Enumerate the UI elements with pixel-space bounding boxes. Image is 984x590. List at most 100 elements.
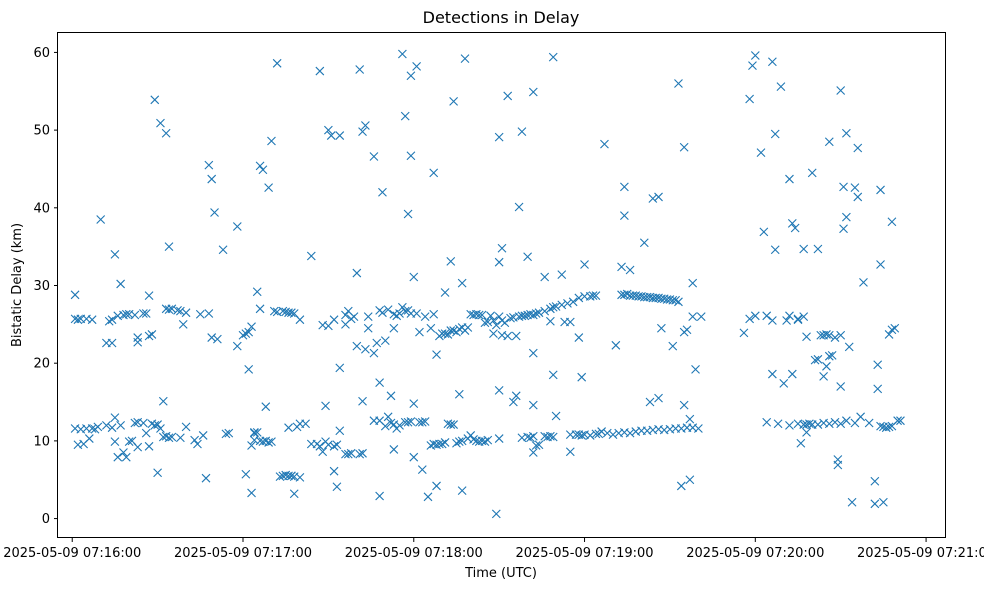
detection-point	[859, 278, 868, 287]
detection-point	[286, 471, 296, 481]
detection-point	[113, 452, 123, 462]
detection-point	[138, 309, 148, 318]
detection-point	[400, 306, 410, 316]
detection-point	[144, 291, 154, 300]
detection-point	[585, 431, 595, 440]
detection-point	[545, 316, 555, 326]
detection-point	[232, 341, 242, 351]
detection-point	[110, 250, 120, 259]
detection-point	[489, 329, 498, 339]
x-tick-label: 2025-05-09 07:17:00	[174, 546, 312, 561]
detection-point	[822, 330, 831, 339]
chart-title: Detections in Delay	[423, 8, 580, 27]
detection-point	[144, 441, 154, 451]
detection-point	[654, 393, 663, 403]
detection-point	[611, 340, 621, 350]
detection-point	[87, 424, 97, 433]
detection-point	[782, 316, 792, 325]
detection-point	[295, 473, 305, 482]
detection-point	[668, 341, 678, 351]
detection-point	[286, 308, 296, 318]
detection-point	[363, 323, 373, 333]
detection-point	[608, 430, 618, 440]
detection-point	[696, 312, 706, 321]
detection-point	[654, 192, 663, 202]
detection-point	[819, 372, 829, 381]
detection-point	[813, 420, 823, 429]
detection-point	[767, 316, 777, 325]
detection-point	[96, 215, 106, 224]
detection-point	[207, 174, 217, 184]
detection-point	[756, 148, 766, 158]
y-axis-title: Bistatic Delay (km)	[10, 223, 25, 347]
detection-point	[389, 445, 399, 454]
detection-point	[380, 421, 390, 431]
detection-point	[104, 316, 114, 326]
detection-point	[432, 350, 441, 360]
detection-point	[503, 331, 513, 341]
detection-point	[520, 311, 530, 321]
detection-point	[375, 491, 385, 501]
detection-point	[864, 418, 874, 428]
detection-point	[551, 302, 561, 311]
detection-point	[762, 311, 772, 321]
detection-point	[247, 322, 256, 332]
detection-point	[799, 244, 809, 254]
detection-point	[110, 413, 120, 422]
detection-point	[323, 125, 333, 135]
detection-point	[827, 351, 837, 360]
detection-point	[856, 412, 866, 422]
detection-point	[426, 323, 436, 333]
detection-point	[887, 325, 897, 335]
detection-point	[870, 499, 880, 509]
detection-point	[469, 434, 478, 444]
detection-point	[619, 211, 629, 220]
detection-point	[383, 305, 393, 314]
detection-point	[486, 311, 496, 321]
detection-point	[810, 355, 820, 365]
detection-point	[156, 118, 165, 128]
detection-point	[238, 330, 248, 340]
detection-point	[557, 270, 567, 280]
detection-point	[87, 315, 97, 325]
detection-point	[685, 414, 695, 424]
detection-point	[682, 325, 692, 335]
detection-point	[839, 182, 848, 192]
detection-point	[110, 437, 120, 447]
detection-point	[836, 86, 846, 95]
detection-point	[326, 131, 336, 140]
detection-point	[548, 370, 558, 380]
detection-point	[454, 324, 464, 334]
detection-point	[836, 330, 846, 340]
detection-point	[323, 440, 333, 450]
detection-point	[107, 315, 117, 325]
detection-point	[528, 348, 538, 358]
detection-point	[528, 448, 538, 457]
detection-point	[121, 452, 131, 462]
detection-point	[193, 439, 202, 449]
detection-point	[531, 309, 541, 318]
detection-point	[822, 361, 831, 371]
detection-point	[278, 306, 288, 316]
detection-point	[267, 437, 276, 447]
detection-point	[853, 192, 863, 202]
detection-point	[369, 152, 379, 161]
detection-point	[474, 310, 484, 320]
detection-point	[355, 449, 365, 459]
detection-point	[619, 182, 629, 192]
detection-point	[101, 420, 111, 430]
detection-point	[358, 396, 367, 406]
detection-point	[850, 183, 860, 192]
detection-point	[565, 447, 575, 457]
detection-point	[360, 344, 370, 354]
detection-point	[844, 342, 854, 352]
detection-point	[358, 448, 367, 458]
detection-point	[363, 312, 373, 321]
detection-point	[833, 460, 843, 470]
detection-point	[625, 265, 635, 275]
detection-point	[440, 329, 450, 339]
detection-point	[896, 416, 905, 426]
detection-point	[153, 420, 163, 429]
detection-point	[406, 71, 416, 81]
detection-point	[429, 309, 439, 319]
